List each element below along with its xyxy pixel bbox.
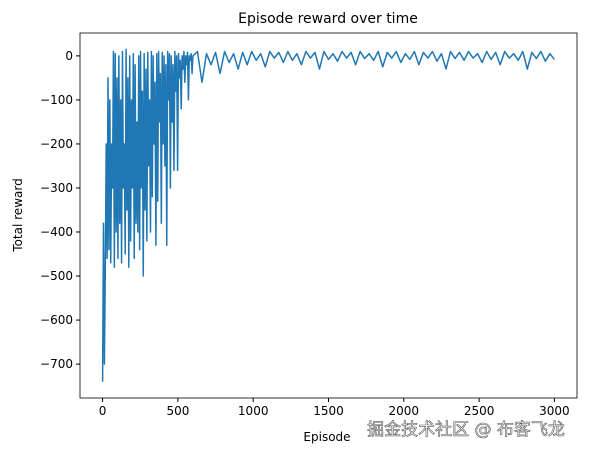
x-tick-label: 500: [166, 404, 189, 418]
x-tick-label: 0: [99, 404, 107, 418]
x-axis-label: Episode: [303, 430, 350, 444]
x-tick-label: 2000: [389, 404, 420, 418]
y-tick-label: −300: [40, 181, 73, 195]
y-tick-label: −400: [40, 225, 73, 239]
watermark: 掘金技术社区 @ 布客飞龙: [367, 420, 565, 440]
y-tick-label: 0: [65, 49, 73, 63]
plot-area: [101, 48, 555, 382]
y-tick-label: −600: [40, 313, 73, 327]
x-tick-label: 3000: [539, 404, 570, 418]
chart-title: Episode reward over time: [238, 11, 418, 27]
y-tick-label: −700: [40, 357, 73, 371]
y-tick-label: −100: [40, 93, 73, 107]
line-series: [101, 48, 555, 382]
x-tick-label: 1000: [238, 404, 269, 418]
y-tick-label: −500: [40, 269, 73, 283]
y-axis-label: Total reward: [11, 178, 25, 252]
x-tick-label: 2500: [464, 404, 495, 418]
x-tick-label: 1500: [313, 404, 344, 418]
y-tick-label: −200: [40, 137, 73, 151]
